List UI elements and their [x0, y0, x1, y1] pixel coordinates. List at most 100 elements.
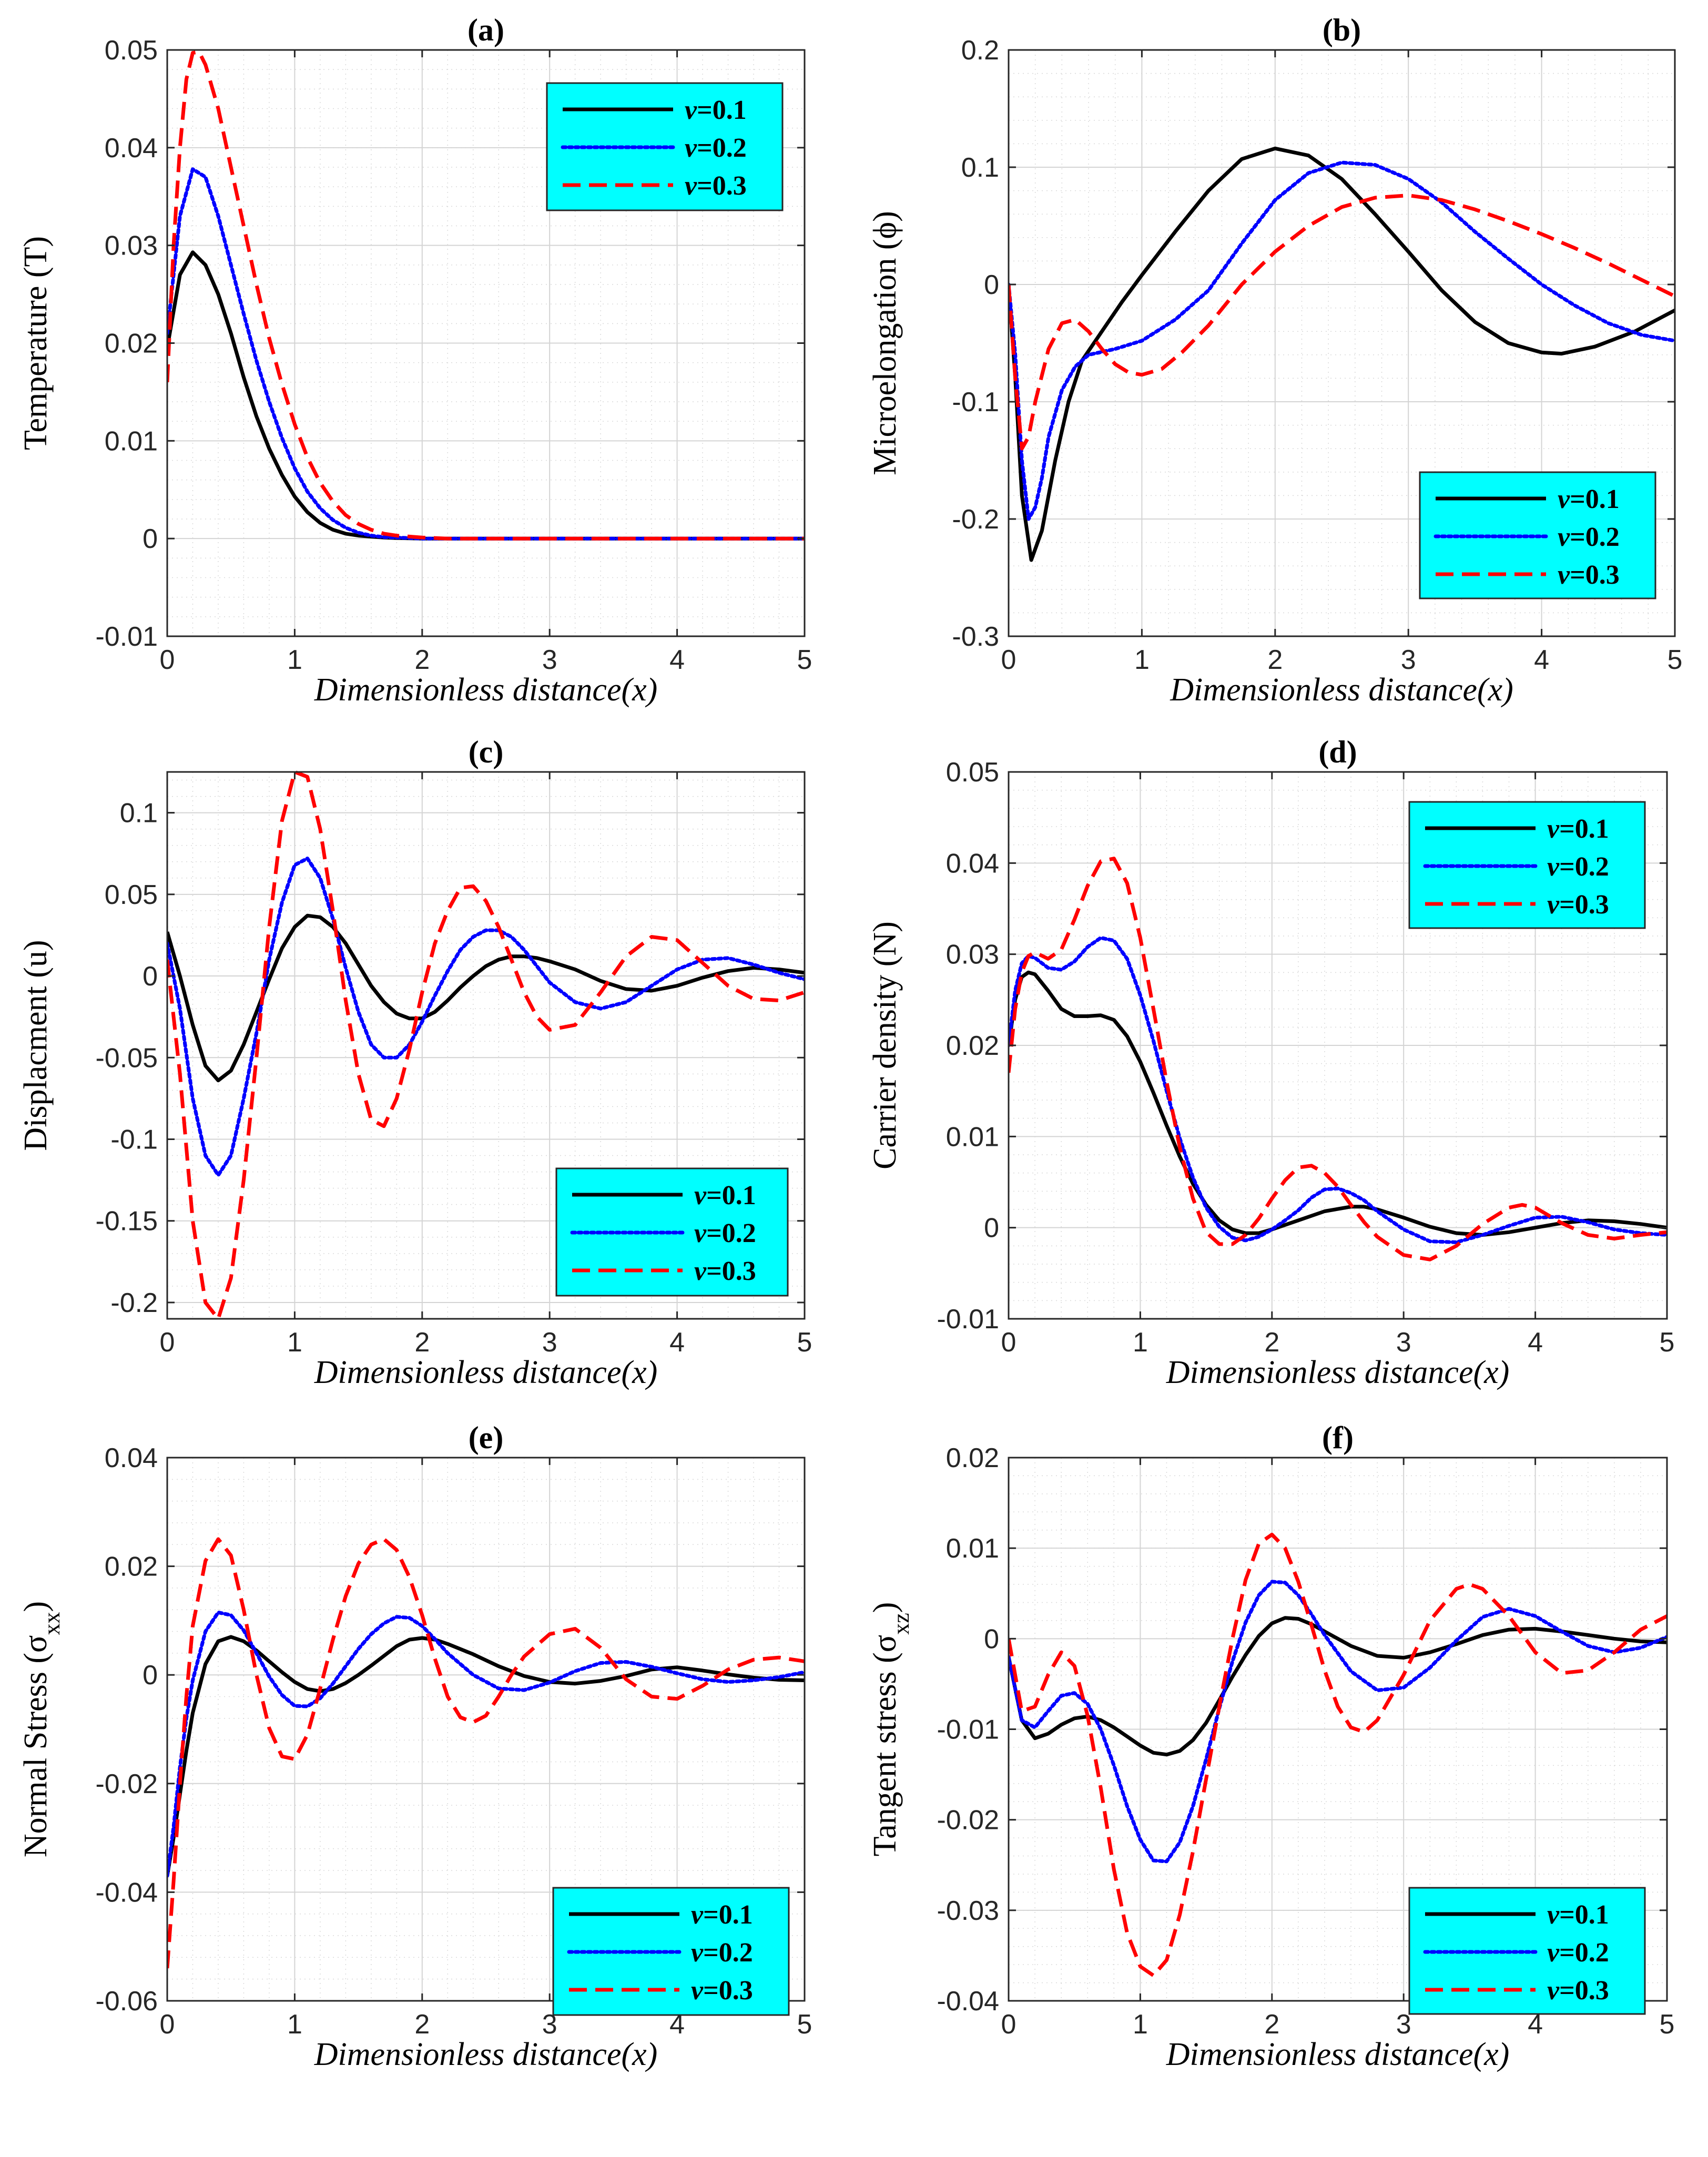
- y-tick-label: 0.03: [946, 940, 999, 970]
- y-axis-label-e: Normal Stress (σxx): [18, 1601, 65, 1857]
- y-tick-label: 0.04: [946, 848, 999, 879]
- y-tick-label: -0.1: [952, 387, 999, 418]
- y-tick-label: -0.1: [110, 1125, 158, 1155]
- panel-title-e: (e): [469, 1420, 504, 1455]
- x-tick-label: 2: [1267, 645, 1283, 675]
- axes-box-e: [166, 1457, 806, 2002]
- x-axis-label-a: Dimensionless distance(x): [314, 672, 658, 708]
- legend-label: ν=0.1: [1547, 814, 1609, 844]
- x-tick-label: 0: [160, 1327, 175, 1358]
- y-tick-label: 0.04: [105, 133, 158, 164]
- x-axis-label-e: Dimensionless distance(x): [314, 2037, 658, 2072]
- legend-label: ν=0.3: [1547, 890, 1609, 920]
- legend-f: ν=0.1 ν=0.2 ν=0.3: [1408, 1887, 1646, 2015]
- legend-e: ν=0.1 ν=0.2 ν=0.3: [552, 1887, 790, 2016]
- panel-title-a: (a): [467, 13, 504, 47]
- x-tick-label: 5: [1668, 645, 1683, 675]
- x-axis-label-f: Dimensionless distance(x): [1166, 2037, 1510, 2072]
- legend-label: ν=0.1: [685, 95, 747, 125]
- panel-title-f: (f): [1322, 1420, 1354, 1455]
- y-tick-label: 0: [143, 961, 158, 992]
- y-tick-label: -0.3: [952, 622, 999, 652]
- legend-label: ν=0.1: [1558, 484, 1620, 514]
- y-tick-label: -0.15: [95, 1206, 158, 1237]
- x-tick-label: 5: [797, 1327, 812, 1358]
- y-tick-label: -0.04: [95, 1877, 158, 1908]
- series-line-f-nu-0-3: [1009, 1532, 1667, 1978]
- series-line-b-nu-0-3: [1009, 194, 1675, 451]
- x-tick-label: 1: [287, 645, 302, 675]
- legend-label: ν=0.3: [1558, 560, 1620, 590]
- y-tick-label: 0.02: [105, 1552, 158, 1582]
- y-tick-label: 0.01: [105, 426, 158, 456]
- x-tick-label: 0: [1001, 2009, 1016, 2040]
- y-axis-label-b: Microelongation (ϕ): [867, 211, 903, 475]
- x-tick-label: 4: [669, 645, 685, 675]
- y-tick-label: 0: [984, 1213, 999, 1244]
- series-line-c-nu-0-3: [167, 770, 805, 1321]
- x-tick-label: 5: [797, 645, 812, 675]
- x-axis-label-c: Dimensionless distance(x): [314, 1355, 658, 1390]
- panel-title-d: (d): [1318, 735, 1357, 769]
- panel-a: 0 1 2 3 4 5-0.0100.010.020.030.040.05(a)Dimen…: [18, 13, 812, 708]
- y-tick-label: 0.02: [946, 1031, 999, 1061]
- x-tick-label: 2: [1264, 2009, 1279, 2040]
- legend-c: ν=0.1 ν=0.2 ν=0.3: [555, 1167, 789, 1297]
- y-tick-label: 0: [143, 524, 158, 554]
- y-tick-label: -0.06: [95, 1986, 158, 2017]
- y-tick-label: 0.01: [946, 1122, 999, 1152]
- y-tick-label: -0.02: [95, 1769, 158, 1799]
- legend-label: ν=0.3: [694, 1256, 756, 1286]
- axes-box-c: [166, 771, 806, 1320]
- series-line-c-nu-0-1: [167, 913, 805, 1083]
- y-tick-label: -0.05: [95, 1043, 158, 1073]
- x-tick-label: 5: [797, 2009, 812, 2040]
- series-line-c-nu-0-2: [167, 857, 805, 1177]
- y-tick-label: 0.05: [105, 35, 158, 66]
- legend-a: ν=0.1 ν=0.2 ν=0.3: [546, 82, 784, 211]
- x-tick-label: 1: [1133, 2009, 1148, 2040]
- x-tick-label: 3: [1396, 1327, 1411, 1358]
- legend-label: ν=0.1: [691, 1900, 753, 1930]
- x-tick-label: 4: [669, 1327, 685, 1358]
- x-tick-label: 2: [414, 645, 430, 675]
- y-tick-label: 0: [984, 1624, 999, 1654]
- x-axis-label-b: Dimensionless distance(x): [1170, 672, 1513, 708]
- y-tick-label: 0.1: [120, 798, 158, 829]
- series-line-d-nu-0-1: [1009, 970, 1667, 1237]
- x-tick-label: 4: [1534, 645, 1549, 675]
- x-tick-label: 4: [1528, 1327, 1543, 1358]
- series-line-d-nu-0-2: [1009, 936, 1667, 1244]
- series-line-f-nu-0-1: [1009, 1616, 1667, 1757]
- y-axis-label-f: Tangent stress (σxz): [867, 1602, 914, 1857]
- y-tick-label: 0.01: [946, 1533, 999, 1564]
- x-tick-label: 0: [1001, 645, 1016, 675]
- y-axis-label-d: Carrier density (N): [867, 921, 903, 1169]
- legend-label: ν=0.2: [1558, 522, 1620, 552]
- y-tick-label: 0.02: [946, 1443, 999, 1473]
- x-tick-label: 1: [287, 2009, 302, 2040]
- series-line-e-nu-0-2: [167, 1610, 805, 1878]
- y-tick-label: -0.01: [95, 622, 158, 652]
- y-tick-label: 0.05: [946, 757, 999, 788]
- panel-c: 0 1 2 3 4 5 -0.2 -0.15 -0.1 -0.05 0 0.05 0.1 (c) Dimen…: [18, 735, 812, 1390]
- panel-d: 0 1 2 3 4 5-0.0100.010.020.030.040.05(d)Dimen…: [867, 735, 1674, 1390]
- series-line-d-nu-0-3: [1009, 857, 1667, 1261]
- y-tick-label: -0.01: [937, 1715, 999, 1745]
- y-axis-label-a: Temperature (T): [18, 236, 54, 450]
- legend-d: ν=0.1 ν=0.2 ν=0.3: [1408, 801, 1646, 929]
- panel-b: 0 1 2 3 4 5 -0.3 -0.2 -0.1 0 0.1 0.2 (b) Dimensionles…: [867, 13, 1682, 708]
- series-line-e-nu-0-3: [167, 1537, 805, 1969]
- y-tick-label: -0.2: [952, 504, 999, 535]
- legend-label: ν=0.1: [694, 1181, 756, 1210]
- y-tick-label: 0.03: [105, 231, 158, 261]
- legend-label: ν=0.2: [691, 1938, 753, 1968]
- y-tick-label: 0.02: [105, 329, 158, 359]
- x-tick-label: 1: [1133, 1327, 1148, 1358]
- x-tick-label: 1: [287, 1327, 302, 1358]
- series-line-b-nu-0-2: [1009, 160, 1675, 521]
- legend-label: ν=0.3: [691, 1976, 753, 2006]
- x-tick-label: 2: [1264, 1327, 1279, 1358]
- x-tick-label: 0: [160, 645, 175, 675]
